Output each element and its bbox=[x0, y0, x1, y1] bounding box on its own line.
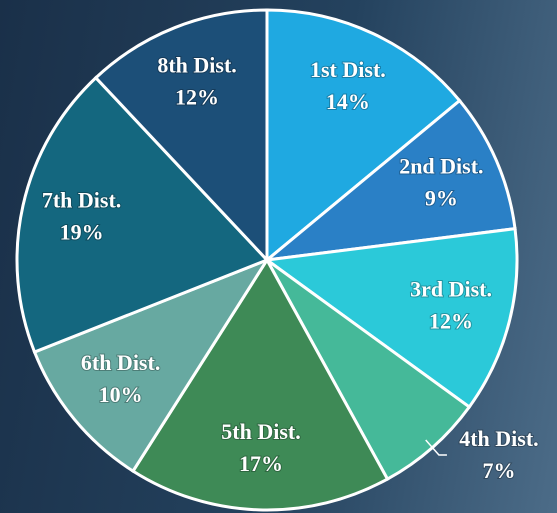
pie-slice bbox=[15, 75, 270, 354]
value: 9 bbox=[425, 186, 436, 211]
slice-label: 1st Dist. bbox=[310, 57, 386, 82]
value: 7 bbox=[482, 458, 493, 483]
slice-label: 5th Dist. bbox=[221, 419, 300, 444]
pie-slice bbox=[93, 8, 269, 264]
value: 12 bbox=[429, 308, 451, 333]
slice-label: 8th Dist. bbox=[157, 52, 236, 77]
slice-label: 7th Dist. bbox=[42, 188, 121, 213]
value: 12 bbox=[175, 84, 197, 109]
slice-label: 4th Dist. bbox=[459, 426, 538, 451]
slice-value: 12% bbox=[429, 308, 473, 333]
slice-label: 6th Dist. bbox=[81, 350, 160, 375]
slice-value: 7% bbox=[482, 458, 515, 483]
slice-value: 12% bbox=[175, 84, 219, 109]
slice-label: 3rd Dist. bbox=[410, 276, 492, 301]
value: 17 bbox=[239, 451, 261, 476]
pie-slice bbox=[263, 226, 519, 410]
slice-value: 10% bbox=[99, 382, 143, 407]
pie-slice bbox=[130, 257, 390, 512]
slice-value: 14% bbox=[326, 89, 370, 114]
leader-line bbox=[425, 439, 447, 456]
value: 14 bbox=[326, 89, 348, 114]
slice-value: 19% bbox=[60, 220, 104, 245]
pie-slice bbox=[265, 8, 462, 264]
value: 19 bbox=[60, 220, 82, 245]
slice-label: 2nd Dist. bbox=[399, 154, 483, 179]
pie-slice bbox=[32, 256, 271, 474]
slice-value: 17% bbox=[239, 451, 283, 476]
slice-value: 9% bbox=[425, 186, 458, 211]
pie-slice bbox=[262, 98, 517, 263]
value: 10 bbox=[99, 382, 121, 407]
